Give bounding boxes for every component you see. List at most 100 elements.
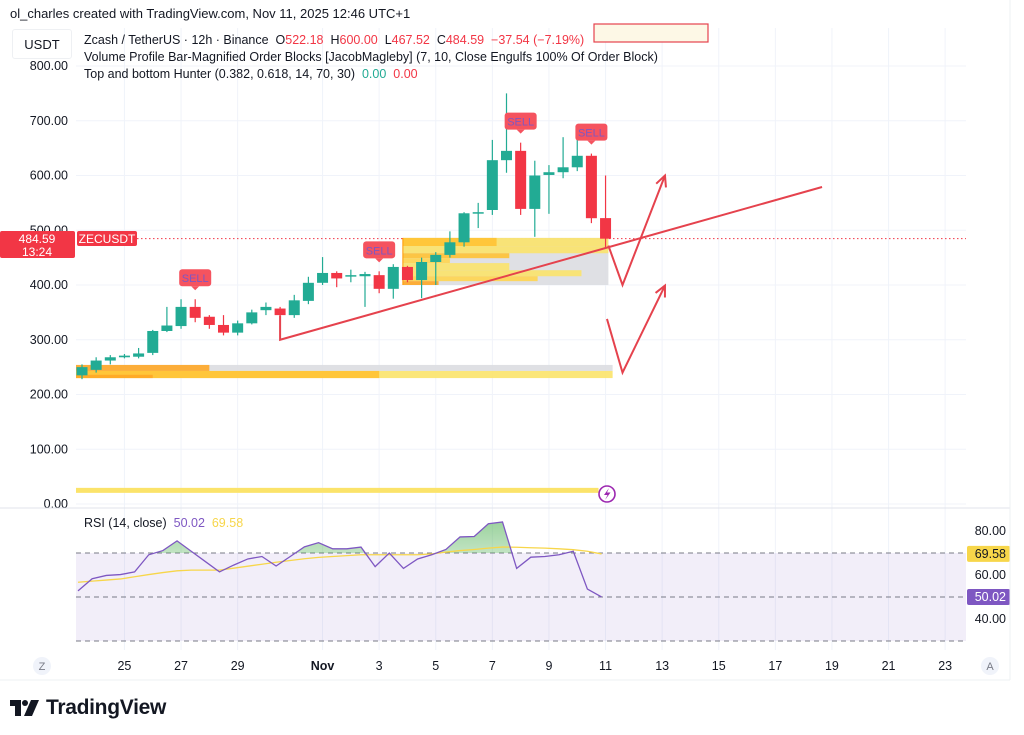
sell-label-text: SELL [507, 117, 534, 129]
indicator-order-blocks[interactable]: Volume Profile Bar-Magnified Order Block… [84, 50, 658, 64]
candle-body [359, 274, 371, 277]
indicator-top-bottom-hunter[interactable]: Top and bottom Hunter (0.382, 0.618, 14,… [84, 67, 418, 81]
rsi-badge-bg [967, 588, 1010, 605]
candle [557, 137, 569, 179]
time-tick: 11 [599, 659, 612, 673]
drawings[interactable] [279, 173, 823, 376]
symbol-tag: ZECUSDT [79, 232, 136, 246]
rsi-overbought-fill [78, 521, 602, 553]
candle-body [90, 360, 102, 370]
candle [133, 347, 145, 359]
rsi-pane: 80.00 60.00 40.00 69.58 50.02 [0, 507, 1010, 642]
order-block-band [76, 364, 210, 371]
sell-signals: SELL SELL SELL SELL [179, 112, 608, 291]
candle [359, 271, 371, 307]
candle [189, 299, 201, 323]
drawn-box[interactable] [593, 23, 709, 43]
rsi-ma-badge-bg [967, 545, 1010, 562]
candle-body [529, 175, 541, 209]
candle-body [218, 324, 229, 333]
candle [90, 357, 102, 373]
candle-body [118, 355, 130, 358]
candle-body [288, 300, 300, 316]
sell-label-text: SELL [578, 128, 605, 140]
auto-scale-button-label: A [986, 661, 994, 673]
sell-signal-label: SELL [363, 241, 396, 263]
order-block-band [76, 370, 380, 379]
sell-label-pointer [191, 286, 200, 291]
candle [444, 231, 456, 258]
candle-body [600, 218, 612, 239]
price-tick: 400.00 [30, 278, 68, 292]
candle [486, 139, 498, 215]
open-value: 522.18 [285, 33, 324, 47]
candle-body [175, 306, 187, 327]
candle-body [585, 155, 597, 219]
candle [345, 269, 357, 283]
bar-countdown: 13:24 [22, 245, 52, 259]
order-block-band [76, 374, 153, 379]
time-tick: 25 [117, 659, 131, 673]
rsi-legend[interactable]: RSI (14, close) 50.02 69.58 [84, 516, 244, 530]
rsi-tick: 40.00 [975, 612, 1006, 626]
candle [430, 252, 442, 285]
time-tick: 23 [938, 659, 952, 673]
tradingview-logo-icon [10, 700, 39, 716]
candle-body [161, 325, 173, 331]
rsi-tick: 60.00 [975, 568, 1006, 582]
sell-label-pointer [375, 258, 384, 263]
sell-signal-label: SELL [179, 269, 212, 291]
trendline[interactable] [279, 186, 823, 342]
lightning-glyph [604, 488, 611, 500]
candle [175, 299, 187, 329]
rsi-ma-badge: 69.58 [975, 547, 1006, 561]
alert-marker[interactable] [598, 485, 616, 503]
candles [76, 93, 612, 380]
candle-body [331, 272, 343, 279]
candle-body [317, 272, 329, 283]
candle-body [458, 213, 470, 243]
candle-body [302, 282, 314, 301]
candle-body [104, 357, 116, 361]
candle-body [543, 172, 555, 175]
candle [232, 320, 244, 336]
candle [118, 353, 130, 359]
time-tick: 29 [231, 659, 245, 673]
candle [317, 257, 329, 285]
arrow-up-2[interactable] [606, 285, 666, 376]
candle-body [501, 150, 512, 161]
sell-label-bg [179, 269, 212, 287]
time-axis[interactable]: 25 27 29 Nov 3 5 7 9 11 13 15 17 19 21 23 Z A [33, 657, 999, 675]
candle-body [232, 323, 244, 333]
candle [401, 265, 413, 283]
candle-body [373, 275, 385, 289]
time-tick: 9 [545, 659, 552, 673]
sell-label-pointer [516, 129, 525, 134]
candle [161, 306, 173, 333]
credit-line: ol_charles created with TradingView.com,… [10, 6, 411, 21]
time-tick: 5 [432, 659, 439, 673]
candle-body [387, 266, 399, 289]
auto-scale-button[interactable]: A [981, 657, 999, 675]
symbol-legend[interactable]: Zcash / TetherUS · 12h · Binance O522.18… [84, 33, 585, 47]
candle [104, 355, 116, 365]
candle-body [430, 254, 442, 263]
candle [373, 271, 385, 294]
arrow-up-1[interactable] [607, 175, 666, 288]
tradingview-logo[interactable]: TradingView [10, 696, 166, 720]
zoom-z-button[interactable]: Z [33, 657, 51, 675]
last-price-label: 484.59 13:24 ZECUSDT [0, 231, 137, 259]
price-axis[interactable]: 800.00700.00600.00500.00400.00300.00200.… [30, 59, 68, 511]
candle [288, 294, 300, 318]
candle-body [486, 160, 498, 210]
sell-label-pointer [587, 140, 596, 145]
candle-body [401, 266, 413, 281]
candle-body [203, 316, 215, 325]
price-tick: 300.00 [30, 333, 68, 347]
arrow-head-icon [655, 173, 667, 188]
order-block-band [402, 270, 582, 277]
currency-button[interactable]: USDT [12, 29, 72, 59]
order-blocks [76, 237, 613, 493]
candle [147, 329, 159, 356]
